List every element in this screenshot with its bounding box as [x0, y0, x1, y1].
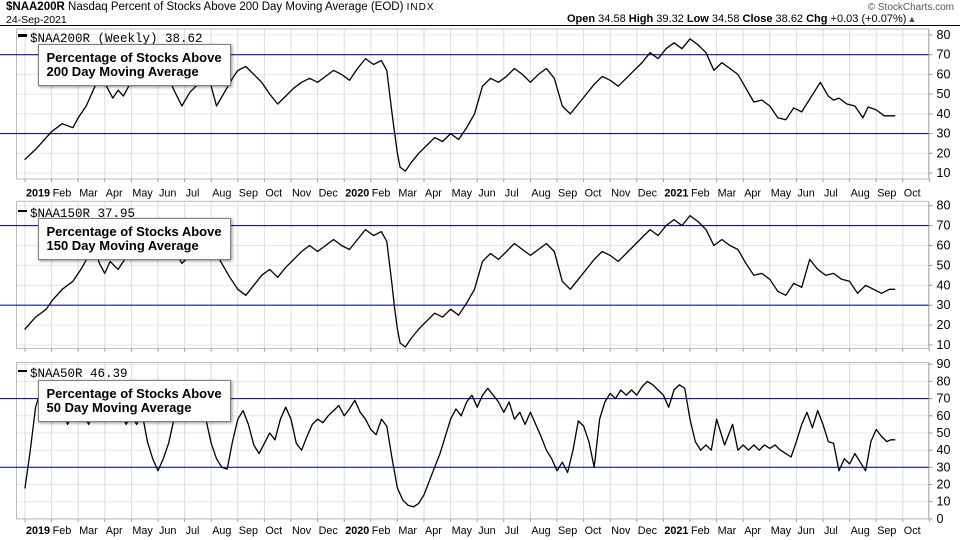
- svg-text:Apr: Apr: [744, 525, 761, 537]
- svg-text:2020: 2020: [345, 525, 369, 537]
- svg-text:10: 10: [937, 338, 951, 352]
- svg-text:2020: 2020: [345, 188, 369, 200]
- svg-text:80: 80: [937, 28, 951, 42]
- svg-text:50: 50: [937, 87, 951, 101]
- svg-text:60: 60: [937, 239, 951, 253]
- svg-text:30: 30: [937, 298, 951, 312]
- svg-text:Sep: Sep: [558, 188, 577, 200]
- svg-text:20: 20: [937, 146, 951, 160]
- svg-text:60: 60: [937, 67, 951, 81]
- svg-text:50: 50: [937, 426, 951, 440]
- svg-text:Mar: Mar: [398, 525, 417, 537]
- svg-text:Aug: Aug: [212, 188, 231, 200]
- svg-text:Nov: Nov: [611, 188, 631, 200]
- svg-text:40: 40: [937, 107, 951, 121]
- svg-text:80: 80: [937, 374, 951, 388]
- svg-text:Aug: Aug: [851, 188, 870, 200]
- svg-text:Apr: Apr: [106, 525, 123, 537]
- svg-text:Feb: Feb: [691, 525, 710, 537]
- svg-text:2019: 2019: [26, 188, 50, 200]
- svg-text:Feb: Feb: [691, 188, 710, 200]
- svg-text:2021: 2021: [664, 525, 688, 537]
- svg-text:Dec: Dec: [319, 188, 339, 200]
- svg-text:Oct: Oct: [585, 525, 602, 537]
- svg-text:Mar: Mar: [398, 188, 417, 200]
- svg-text:2021: 2021: [664, 188, 688, 200]
- svg-text:Aug: Aug: [531, 525, 550, 537]
- svg-text:50: 50: [937, 258, 951, 272]
- svg-text:May: May: [132, 188, 153, 200]
- svg-text:Jul: Jul: [505, 188, 519, 200]
- svg-text:Feb: Feb: [372, 188, 391, 200]
- svg-text:Nov: Nov: [611, 525, 631, 537]
- svg-text:70: 70: [937, 48, 951, 62]
- svg-text:Jun: Jun: [478, 525, 495, 537]
- svg-text:Sep: Sep: [239, 525, 258, 537]
- svg-text:Dec: Dec: [638, 188, 658, 200]
- svg-text:Aug: Aug: [212, 525, 231, 537]
- svg-text:Jun: Jun: [159, 188, 176, 200]
- svg-text:Sep: Sep: [558, 525, 577, 537]
- svg-text:Jun: Jun: [797, 525, 814, 537]
- svg-text:Jul: Jul: [186, 188, 200, 200]
- svg-text:Apr: Apr: [425, 525, 442, 537]
- svg-text:May: May: [771, 525, 792, 537]
- svg-text:30: 30: [937, 127, 951, 141]
- svg-text:Aug: Aug: [851, 525, 870, 537]
- svg-text:0: 0: [937, 512, 944, 526]
- svg-text:Feb: Feb: [53, 188, 72, 200]
- svg-text:Apr: Apr: [425, 188, 442, 200]
- svg-text:Oct: Oct: [265, 188, 282, 200]
- svg-text:Nov: Nov: [292, 525, 312, 537]
- svg-text:80: 80: [937, 199, 951, 213]
- svg-text:10: 10: [937, 166, 951, 180]
- svg-text:May: May: [452, 525, 473, 537]
- svg-text:Jun: Jun: [797, 188, 814, 200]
- svg-text:20: 20: [937, 318, 951, 332]
- svg-text:Sep: Sep: [239, 188, 258, 200]
- svg-text:Mar: Mar: [79, 525, 98, 537]
- svg-text:May: May: [452, 188, 473, 200]
- svg-text:2019: 2019: [26, 525, 50, 537]
- svg-text:Jun: Jun: [478, 188, 495, 200]
- svg-text:10: 10: [937, 495, 951, 509]
- svg-text:Sep: Sep: [877, 525, 896, 537]
- svg-text:Aug: Aug: [531, 188, 550, 200]
- svg-text:40: 40: [937, 443, 951, 457]
- svg-text:May: May: [132, 525, 153, 537]
- svg-text:20: 20: [937, 478, 951, 492]
- svg-text:Oct: Oct: [904, 188, 921, 200]
- svg-text:Feb: Feb: [372, 525, 391, 537]
- svg-text:30: 30: [937, 460, 951, 474]
- svg-text:70: 70: [937, 392, 951, 406]
- svg-text:Jul: Jul: [186, 525, 200, 537]
- svg-text:Mar: Mar: [718, 525, 737, 537]
- svg-text:40: 40: [937, 278, 951, 292]
- svg-text:Feb: Feb: [53, 525, 72, 537]
- svg-text:70: 70: [937, 219, 951, 233]
- svg-text:May: May: [771, 188, 792, 200]
- svg-text:60: 60: [937, 409, 951, 423]
- svg-text:Oct: Oct: [585, 188, 602, 200]
- svg-text:Jul: Jul: [824, 525, 838, 537]
- svg-text:Dec: Dec: [319, 525, 339, 537]
- svg-text:90: 90: [937, 357, 951, 371]
- svg-text:Oct: Oct: [265, 525, 282, 537]
- svg-text:Apr: Apr: [744, 188, 761, 200]
- svg-text:Jul: Jul: [824, 188, 838, 200]
- svg-text:Jul: Jul: [505, 525, 519, 537]
- svg-text:Nov: Nov: [292, 188, 312, 200]
- svg-text:Dec: Dec: [638, 525, 658, 537]
- svg-text:Oct: Oct: [904, 525, 921, 537]
- svg-text:Jun: Jun: [159, 525, 176, 537]
- svg-text:Mar: Mar: [718, 188, 737, 200]
- svg-text:Apr: Apr: [106, 188, 123, 200]
- svg-text:Sep: Sep: [877, 188, 896, 200]
- svg-text:Mar: Mar: [79, 188, 98, 200]
